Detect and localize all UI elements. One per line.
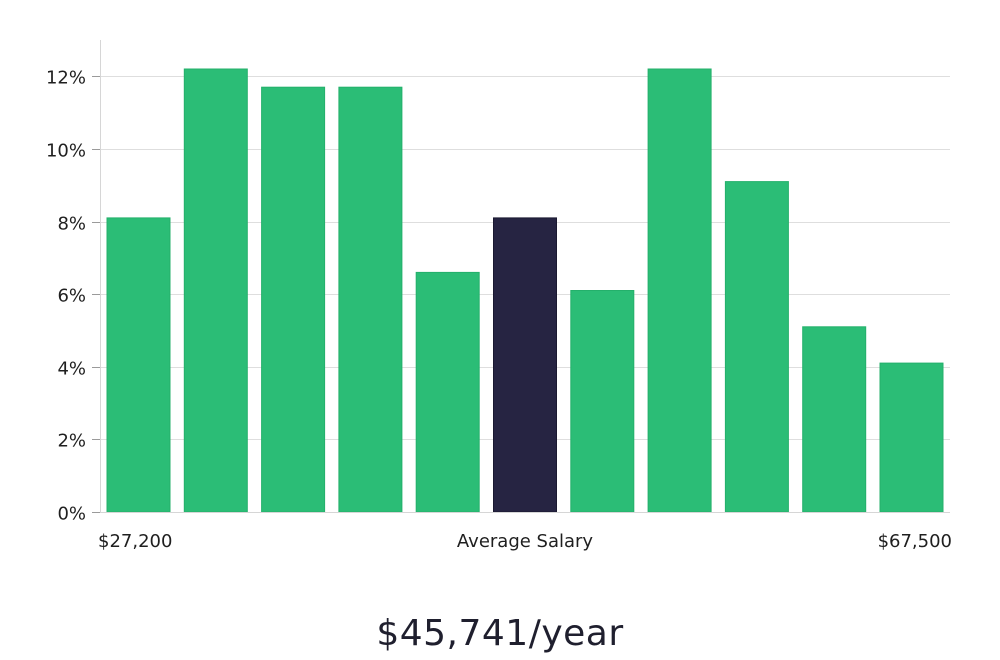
y-tick-label: 2%	[57, 431, 86, 452]
x-axis-title: Average Salary	[457, 531, 594, 552]
bar-average-salary	[493, 217, 557, 513]
x-start-label: $27,200	[98, 531, 172, 552]
bar	[802, 326, 867, 513]
bar	[724, 181, 789, 513]
bar	[106, 217, 171, 513]
labels: $27,200 Average Salary $67,500	[98, 531, 952, 552]
average-salary-value: $45,741/year	[376, 613, 624, 654]
x-end-label: $67,500	[878, 531, 952, 552]
bar	[338, 86, 403, 513]
y-tick-label: 8%	[57, 214, 86, 235]
bar	[261, 86, 326, 513]
y-tick-label: 0%	[57, 504, 86, 525]
axes: 0% 2% 4% 6% 8% 10% 12%	[46, 40, 950, 525]
bar	[647, 68, 712, 513]
bar	[183, 68, 248, 513]
y-tick-label: 12%	[46, 68, 86, 89]
bar	[415, 271, 480, 513]
salary-distribution-chart: 0% 2% 4% 6% 8% 10% 12% $27,200 Average Salary …	[46, 40, 952, 552]
y-tick-label: 4%	[57, 359, 86, 380]
y-tick-label: 6%	[57, 286, 86, 307]
bar	[879, 362, 944, 513]
bars	[106, 68, 944, 513]
bar	[570, 290, 635, 513]
y-tick-label: 10%	[46, 141, 86, 162]
